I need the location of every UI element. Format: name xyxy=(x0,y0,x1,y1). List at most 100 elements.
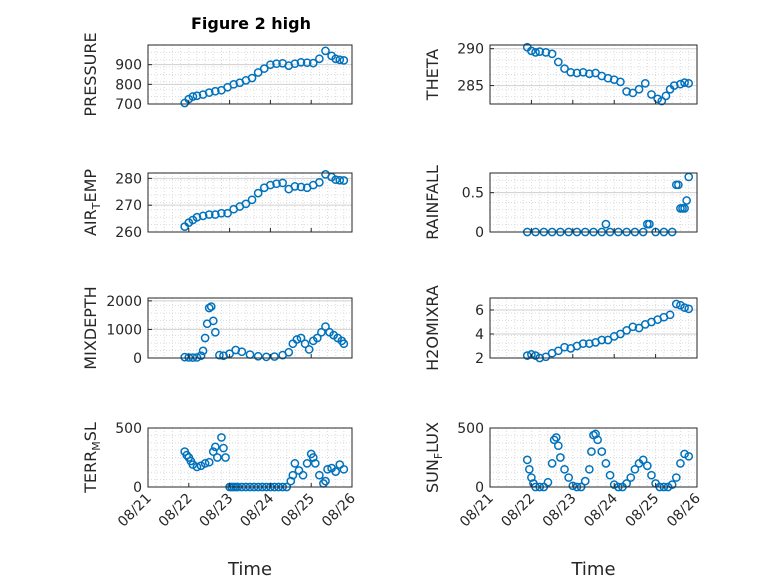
data-point xyxy=(198,211,208,221)
data-point xyxy=(302,58,312,68)
data-point xyxy=(585,464,594,474)
data-point xyxy=(296,333,306,343)
data-point xyxy=(210,210,220,219)
y-axis-label: RAINFALL xyxy=(423,165,442,240)
plot-area xyxy=(490,173,697,232)
data-point xyxy=(560,64,569,73)
data-point xyxy=(296,57,306,67)
data-point xyxy=(317,327,326,337)
y-tick-label: 700 xyxy=(115,97,142,113)
data-point xyxy=(192,91,202,101)
y-tick-label: 0 xyxy=(133,480,142,496)
data-point xyxy=(578,339,588,348)
data-point xyxy=(647,90,656,99)
data-point xyxy=(640,79,650,88)
data-point xyxy=(272,179,281,189)
data-point xyxy=(237,347,247,357)
y-axis-label: MIXDEPTH xyxy=(81,286,100,369)
data-point xyxy=(321,476,330,486)
data-point xyxy=(541,352,551,362)
data-point xyxy=(560,464,569,474)
y-tick-label: 4 xyxy=(475,327,484,343)
data-point xyxy=(671,299,681,309)
data-point xyxy=(560,342,569,352)
axes-box xyxy=(147,172,353,233)
y-tick-label: 900 xyxy=(115,58,142,74)
data-point xyxy=(208,316,218,326)
data-point xyxy=(221,453,230,462)
axes-box xyxy=(489,172,698,233)
axes-box xyxy=(147,44,353,105)
data-point xyxy=(335,55,345,65)
data-point xyxy=(247,195,257,205)
data-point xyxy=(208,447,218,456)
data-point xyxy=(206,302,216,311)
data-point xyxy=(196,351,206,361)
data-point xyxy=(290,182,300,191)
data-point xyxy=(522,455,532,465)
data-point xyxy=(321,46,330,56)
y-axis-label: H2OMIXRA xyxy=(423,285,442,371)
axes-box xyxy=(489,427,698,488)
data-point xyxy=(241,199,251,209)
data-point xyxy=(653,94,663,104)
data-point xyxy=(253,68,263,77)
data-point xyxy=(315,54,324,64)
axes-box xyxy=(147,297,353,359)
y-tick-label: 2 xyxy=(475,351,484,367)
y-tick-label: 6 xyxy=(475,303,484,319)
data-point xyxy=(564,473,574,482)
data-point xyxy=(585,339,594,348)
data-point xyxy=(182,450,192,460)
data-point xyxy=(543,477,553,487)
data-point xyxy=(217,433,226,442)
data-point xyxy=(213,453,222,462)
series-theta xyxy=(522,42,694,106)
data-point xyxy=(253,351,263,361)
data-point xyxy=(278,178,287,188)
axes-theta: 285 290 THETA xyxy=(423,42,698,106)
data-point xyxy=(192,462,202,472)
data-point xyxy=(676,79,685,89)
data-point xyxy=(192,353,202,362)
data-point xyxy=(667,480,677,489)
data-point xyxy=(680,204,689,213)
data-point xyxy=(671,473,681,482)
data-point xyxy=(645,219,654,229)
data-point xyxy=(628,322,638,332)
data-point xyxy=(549,435,559,445)
y-tick-label: 1000 xyxy=(106,322,142,338)
data-point xyxy=(204,88,214,97)
axes-h2omixra: 2 4 6 H2OMIXRA xyxy=(423,285,698,371)
data-point xyxy=(323,464,332,474)
data-point xyxy=(547,459,557,468)
data-point xyxy=(553,57,563,67)
data-point xyxy=(331,54,341,64)
data-point xyxy=(290,459,300,468)
data-point xyxy=(300,339,310,349)
series-mixdepth xyxy=(180,302,349,362)
data-point xyxy=(684,79,694,88)
data-point xyxy=(634,84,644,94)
data-point xyxy=(315,178,324,187)
data-point xyxy=(200,333,210,343)
data-point xyxy=(304,345,314,354)
data-point xyxy=(200,459,210,468)
data-point xyxy=(601,219,611,229)
data-point xyxy=(210,442,220,452)
data-point xyxy=(616,329,625,339)
data-point xyxy=(593,435,602,445)
data-point xyxy=(616,77,625,87)
y-tick-label: 500 xyxy=(115,421,142,437)
data-point xyxy=(266,60,275,70)
data-point xyxy=(339,339,349,349)
data-point xyxy=(219,443,228,453)
data-point xyxy=(527,46,536,56)
data-point xyxy=(531,48,540,57)
data-point xyxy=(622,326,631,335)
data-point xyxy=(204,303,214,313)
data-point xyxy=(684,304,694,314)
data-point xyxy=(288,470,298,480)
data-point xyxy=(676,459,685,468)
data-point xyxy=(553,441,563,451)
